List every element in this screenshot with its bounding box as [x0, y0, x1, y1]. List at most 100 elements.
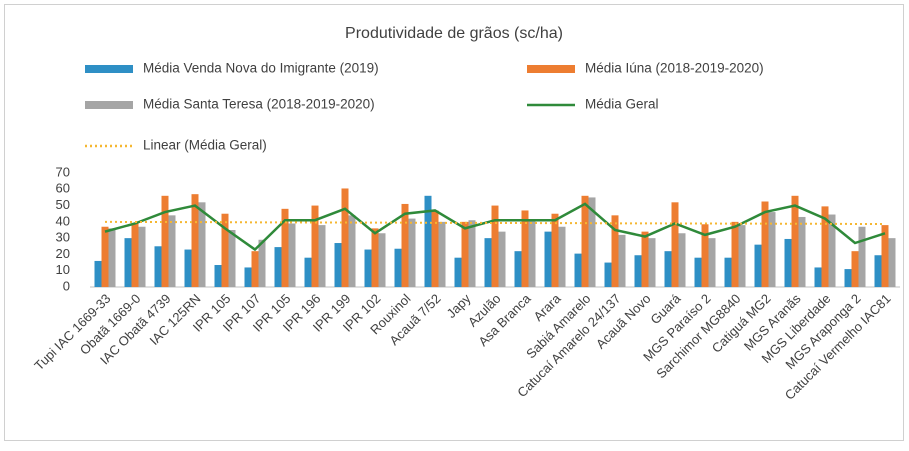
bar: [258, 239, 266, 287]
bar: [888, 238, 896, 287]
bar: [431, 210, 439, 287]
y-tick-label: 30: [56, 230, 70, 245]
legend-label: Linear (Média Geral): [143, 138, 267, 153]
bar: [341, 188, 349, 287]
bar: [641, 231, 649, 287]
bar: [94, 260, 102, 287]
bar: [191, 194, 199, 287]
legend-swatch: [527, 65, 575, 73]
bar: [198, 202, 206, 287]
bar: [881, 225, 889, 287]
bar: [371, 228, 379, 287]
bar: [528, 220, 536, 287]
bar: [364, 249, 372, 287]
bar: [108, 228, 116, 287]
bar: [588, 197, 596, 287]
legend-label: Média Iúna (2018-2019-2020): [585, 61, 764, 76]
bar: [874, 255, 882, 287]
bar: [228, 230, 236, 287]
legend-label: Média Venda Nova do Imigrante (2019): [143, 61, 379, 76]
bar: [304, 257, 312, 287]
bar: [498, 231, 506, 287]
legend-label: Média Santa Teresa (2018-2019-2020): [143, 97, 375, 112]
bar: [544, 231, 552, 287]
bar: [438, 221, 446, 287]
bar: [221, 213, 229, 287]
bar: [184, 249, 192, 287]
bar: [378, 233, 386, 287]
bar: [454, 257, 462, 287]
bar: [154, 246, 162, 287]
bar: [664, 251, 672, 287]
bar: [281, 208, 289, 287]
bar: [851, 251, 859, 287]
bar: [401, 203, 409, 287]
bar: [251, 251, 259, 287]
bar: [274, 247, 282, 287]
bar: [348, 215, 356, 287]
bar: [754, 244, 762, 287]
bar: [724, 257, 732, 287]
bar: [514, 251, 522, 287]
bar: [648, 238, 656, 287]
bar: [288, 223, 296, 287]
bar: [858, 226, 866, 287]
bar: [168, 215, 176, 287]
bar: [334, 243, 342, 287]
bar: [551, 213, 559, 287]
trend-line: [104, 220, 885, 225]
bar: [244, 267, 252, 287]
bar: [738, 225, 746, 287]
bar: [124, 238, 132, 287]
legend-label: Média Geral: [585, 97, 659, 112]
y-tick-label: 60: [56, 181, 70, 196]
bar: [604, 262, 612, 287]
bar: [558, 226, 566, 287]
bar: [138, 226, 146, 287]
bar: [618, 234, 626, 287]
line: [104, 202, 886, 252]
bar: [311, 205, 319, 287]
chart-title: Produtividade de grãos (sc/ha): [345, 25, 563, 42]
bar: [581, 195, 589, 287]
bar: [408, 218, 416, 287]
bar: [574, 253, 582, 287]
bar: [821, 206, 829, 287]
bar: [461, 221, 469, 287]
bar: [678, 233, 686, 287]
bar: [394, 248, 402, 287]
bar: [708, 238, 716, 287]
bar: [131, 223, 139, 287]
bar: [491, 205, 499, 287]
y-tick-label: 10: [56, 262, 70, 277]
y-tick-label: 0: [63, 278, 70, 293]
bar: [791, 195, 799, 287]
bar: [828, 214, 836, 287]
y-tick-label: 70: [56, 164, 70, 179]
y-tick-label: 20: [56, 246, 70, 261]
bar: [768, 212, 776, 287]
legend-swatch: [85, 101, 133, 109]
bar: [671, 202, 679, 287]
bar: [761, 201, 769, 287]
bar: [798, 216, 806, 287]
legend-swatch: [85, 65, 133, 73]
bar: [318, 225, 326, 287]
bar: [634, 255, 642, 287]
bar: [521, 210, 529, 287]
bar: [731, 221, 739, 287]
y-tick-label: 40: [56, 213, 70, 228]
bar: [694, 257, 702, 287]
bar: [214, 265, 222, 287]
bar: [701, 224, 709, 287]
bar: [101, 226, 109, 287]
bar: [611, 215, 619, 287]
y-tick-label: 50: [56, 197, 70, 212]
bar: [161, 195, 169, 287]
bar: [784, 238, 792, 287]
bar: [424, 195, 432, 287]
bar: [844, 269, 852, 287]
bar: [814, 267, 822, 287]
bar: [468, 220, 476, 287]
